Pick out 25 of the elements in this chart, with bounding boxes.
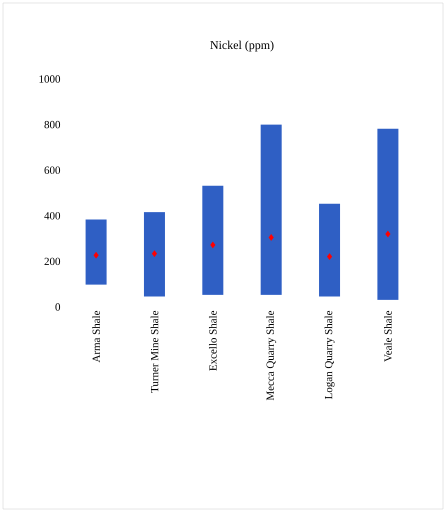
bar xyxy=(319,204,340,297)
x-tick-label: Turner Mine Shale xyxy=(150,310,158,393)
y-tick-label: 200 xyxy=(44,258,60,266)
bar xyxy=(86,219,107,285)
x-tick-label: Excello Shale xyxy=(208,310,217,371)
bar xyxy=(144,212,165,297)
point xyxy=(94,252,99,259)
chart-title: Nickel (ppm) xyxy=(210,40,274,52)
bar xyxy=(377,128,398,300)
x-tick-label: Veale Shale xyxy=(384,310,392,362)
point xyxy=(326,253,332,260)
point xyxy=(268,234,274,241)
y-tick-label: 600 xyxy=(44,166,60,174)
point xyxy=(210,242,216,248)
y-tick-label: 400 xyxy=(44,212,60,220)
x-tick-label: Arma Shale xyxy=(92,310,100,362)
y-tick-label: 0 xyxy=(55,303,60,311)
point xyxy=(152,250,158,258)
x-tick-label: Mecca Quarry Shale xyxy=(266,310,276,400)
bar xyxy=(202,186,224,295)
x-tick-label: Logan Quarry Shale xyxy=(324,310,335,400)
point xyxy=(385,230,390,238)
y-tick-label: 800 xyxy=(44,120,60,128)
y-tick-label: 1000 xyxy=(40,75,60,83)
bar xyxy=(260,124,282,295)
